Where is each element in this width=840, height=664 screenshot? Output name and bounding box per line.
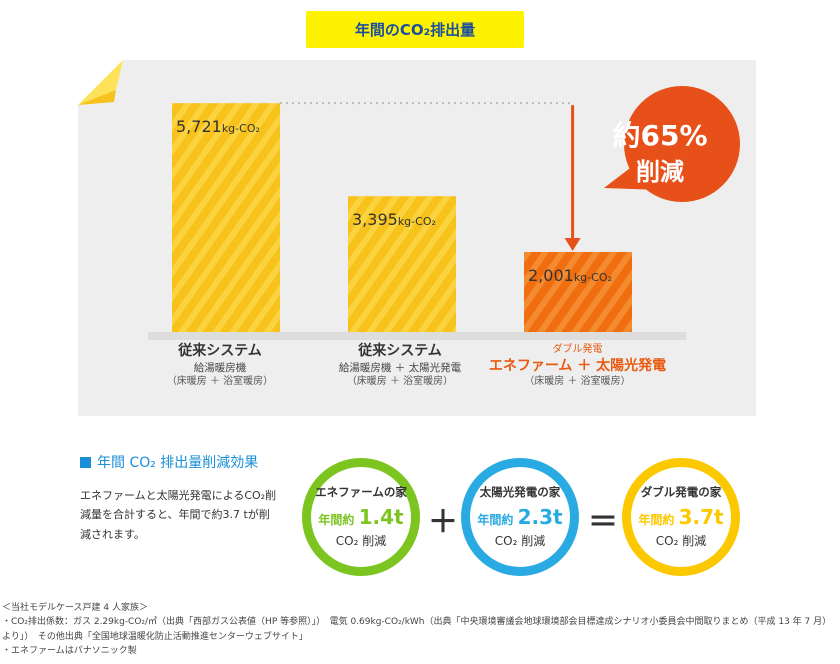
bar	[172, 103, 280, 332]
category-label-double-generation: ダブル発電 エネファーム ＋ 太陽光発電 （床暖房 ＋ 浴室暖房）	[480, 343, 675, 389]
reduction-bubble	[624, 86, 740, 202]
square-bullet-icon	[80, 457, 91, 468]
category-sub2: （床暖房 ＋ 浴室暖房）	[346, 376, 454, 388]
chart-title: 年間のCO₂排出量	[306, 11, 524, 48]
ring-suffix: CO₂ 削減	[655, 533, 707, 548]
bar	[524, 251, 632, 332]
ring-value: 年間約 1.4t	[318, 504, 404, 529]
ring-value: 年間約 3.7t	[638, 504, 724, 529]
ring-suffix: CO₂ 削減	[335, 533, 387, 548]
baseline-shadow	[148, 332, 686, 340]
equals-sign: ＝	[588, 505, 618, 540]
footnotes: ＜当社モデルケース戸建 4 人家族＞ ・CO₂排出係数：ガス 2.29kg-CO…	[2, 601, 838, 659]
bar-chart	[148, 86, 740, 340]
reduction-label: 削減	[636, 158, 684, 186]
bar-value-label: 3,395kg-CO₂	[352, 210, 436, 230]
category-main: 従来システム	[178, 343, 262, 359]
category-sub2: （床暖房 ＋ 浴室暖房）	[524, 376, 631, 388]
category-sub: 給湯暖房機	[193, 361, 247, 374]
plus-sign: ＋	[428, 505, 458, 540]
footnote: ・CO₂排出係数：ガス 2.29kg-CO₂/㎥（出典「西部ガス公表値（HP 等…	[2, 617, 832, 642]
ring-solar: 太陽光発電の家 年間約 2.3t CO₂ 削減	[461, 458, 579, 576]
category-sub: 給湯暖房機 ＋ 太陽光発電	[338, 361, 462, 374]
bar-value-label: 5,721kg-CO₂	[176, 117, 260, 137]
arrow-head-icon	[564, 237, 581, 251]
category-tag: ダブル発電	[552, 344, 603, 355]
bar	[348, 196, 456, 332]
ring-title: ダブル発電の家	[640, 485, 722, 500]
bar-value-label: 2,001kg-CO₂	[528, 265, 612, 285]
category-main: 従来システム	[358, 343, 442, 359]
footnote: ・エネファームはパナソニック製	[2, 646, 137, 657]
ring-enefarm: エネファームの家 年間約 1.4t CO₂ 削減	[302, 458, 420, 576]
effect-heading: 年間 CO₂ 排出量削減効果	[80, 452, 258, 472]
category-label-conventional-solar: 従来システム 給湯暖房機 ＋ 太陽光発電 （床暖房 ＋ 浴室暖房）	[320, 342, 480, 389]
effect-description: エネファームと太陽光発電によるCO₂削減量を合計すると、年間で約3.7 tが削減…	[80, 489, 277, 541]
footnote: ＜当社モデルケース戸建 4 人家族＞	[2, 603, 148, 613]
ring-double-generation: ダブル発電の家 年間約 3.7t CO₂ 削減	[622, 458, 740, 576]
category-sub2: （床暖房 ＋ 浴室暖房）	[166, 376, 274, 388]
category-label-conventional: 従来システム 給湯暖房機 （床暖房 ＋ 浴室暖房）	[140, 342, 300, 389]
category-main: エネファーム ＋ 太陽光発電	[488, 357, 667, 374]
ring-title: 太陽光発電の家	[479, 485, 561, 500]
ring-title: エネファームの家	[315, 485, 407, 500]
reduction-percent: 約65%	[612, 119, 708, 152]
folded-corner-decoration	[78, 60, 123, 105]
ring-value: 年間約 2.3t	[477, 504, 563, 529]
ring-suffix: CO₂ 削減	[494, 533, 546, 548]
